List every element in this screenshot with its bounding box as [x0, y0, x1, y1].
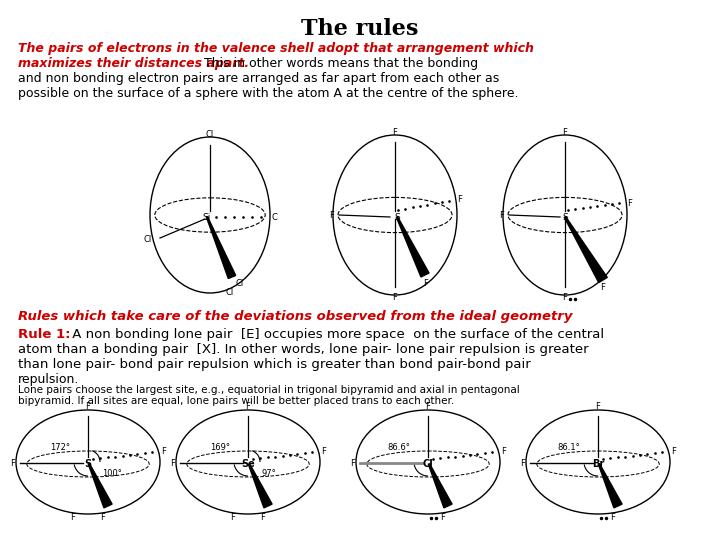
Text: F: F — [101, 513, 105, 522]
Text: F: F — [426, 402, 431, 411]
Text: 86.6°: 86.6° — [387, 443, 410, 453]
Text: F: F — [329, 211, 334, 219]
Text: Cl: Cl — [235, 279, 243, 287]
Text: The rules: The rules — [301, 18, 419, 40]
Text: 169°: 169° — [210, 443, 230, 453]
Text: The pairs of electrons in the valence shell adopt that arrangement which: The pairs of electrons in the valence sh… — [18, 42, 534, 55]
Text: repulsion.: repulsion. — [18, 373, 79, 386]
Text: F: F — [457, 194, 462, 204]
Text: 100°: 100° — [102, 469, 122, 478]
Text: F: F — [86, 402, 91, 411]
Text: S: S — [84, 459, 91, 469]
Text: possible on the surface of a sphere with the atom A at the centre of the sphere.: possible on the surface of a sphere with… — [18, 87, 518, 100]
Text: 97°: 97° — [262, 469, 276, 478]
Text: F: F — [230, 513, 235, 522]
Text: bipyramid. If all sites are equal, lone pairs will be better placed trans to eac: bipyramid. If all sites are equal, lone … — [18, 396, 454, 406]
Text: F: F — [600, 282, 605, 292]
Text: Cl: Cl — [206, 130, 214, 139]
Text: maximizes their distances apart.: maximizes their distances apart. — [18, 57, 249, 70]
Text: This in other words means that the bonding: This in other words means that the bondi… — [200, 57, 478, 70]
Text: F: F — [423, 279, 428, 287]
Text: C: C — [272, 213, 278, 221]
Text: A non bonding lone pair  [E] occupies more space  on the surface of the central: A non bonding lone pair [E] occupies mor… — [68, 328, 604, 341]
Polygon shape — [598, 464, 622, 508]
Text: F: F — [10, 458, 15, 468]
Text: F: F — [246, 402, 251, 411]
Text: F: F — [161, 448, 166, 456]
Text: Cl: Cl — [225, 288, 233, 297]
Text: F: F — [501, 448, 506, 456]
Text: than lone pair- bond pair repulsion which is greater than bond pair-bond pair: than lone pair- bond pair repulsion whic… — [18, 358, 531, 371]
Text: Cl: Cl — [144, 235, 152, 245]
Text: F: F — [392, 128, 397, 137]
Polygon shape — [89, 464, 112, 508]
Polygon shape — [248, 464, 272, 508]
Text: atom than a bonding pair  [X]. In other words, lone pair- lone pair repulsion is: atom than a bonding pair [X]. In other w… — [18, 343, 589, 356]
Polygon shape — [564, 217, 607, 282]
Text: S: S — [394, 213, 400, 221]
Text: F: F — [562, 128, 567, 137]
Text: and non bonding electron pairs are arranged as far apart from each other as: and non bonding electron pairs are arran… — [18, 72, 499, 85]
Text: F: F — [562, 293, 567, 302]
Text: F: F — [71, 513, 76, 522]
Text: F: F — [595, 402, 600, 411]
Polygon shape — [207, 217, 235, 279]
Text: F: F — [499, 211, 504, 219]
Text: F: F — [627, 199, 632, 207]
Text: Rule 1:: Rule 1: — [18, 328, 71, 341]
Polygon shape — [428, 464, 452, 508]
Text: Se: Se — [241, 459, 255, 469]
Text: S: S — [562, 213, 568, 221]
Text: F: F — [392, 293, 397, 302]
Text: Cl: Cl — [423, 459, 433, 469]
Text: F: F — [170, 458, 175, 468]
Text: Si: Si — [203, 213, 211, 221]
Text: F: F — [441, 513, 446, 522]
Text: F: F — [321, 448, 326, 456]
Text: F: F — [520, 458, 525, 468]
Text: F: F — [611, 513, 616, 522]
Text: F: F — [350, 458, 355, 468]
Text: F: F — [261, 513, 266, 522]
Text: F: F — [671, 448, 676, 456]
Text: Lone pairs choose the largest site, e.g., equatorial in trigonal bipyramid and a: Lone pairs choose the largest site, e.g.… — [18, 385, 520, 395]
Text: 86.1°: 86.1° — [557, 443, 580, 453]
Polygon shape — [397, 217, 429, 277]
Text: Br: Br — [592, 459, 604, 469]
Text: Rules which take care of the deviations observed from the ideal geometry: Rules which take care of the deviations … — [18, 310, 572, 323]
Text: 172°: 172° — [50, 443, 70, 453]
